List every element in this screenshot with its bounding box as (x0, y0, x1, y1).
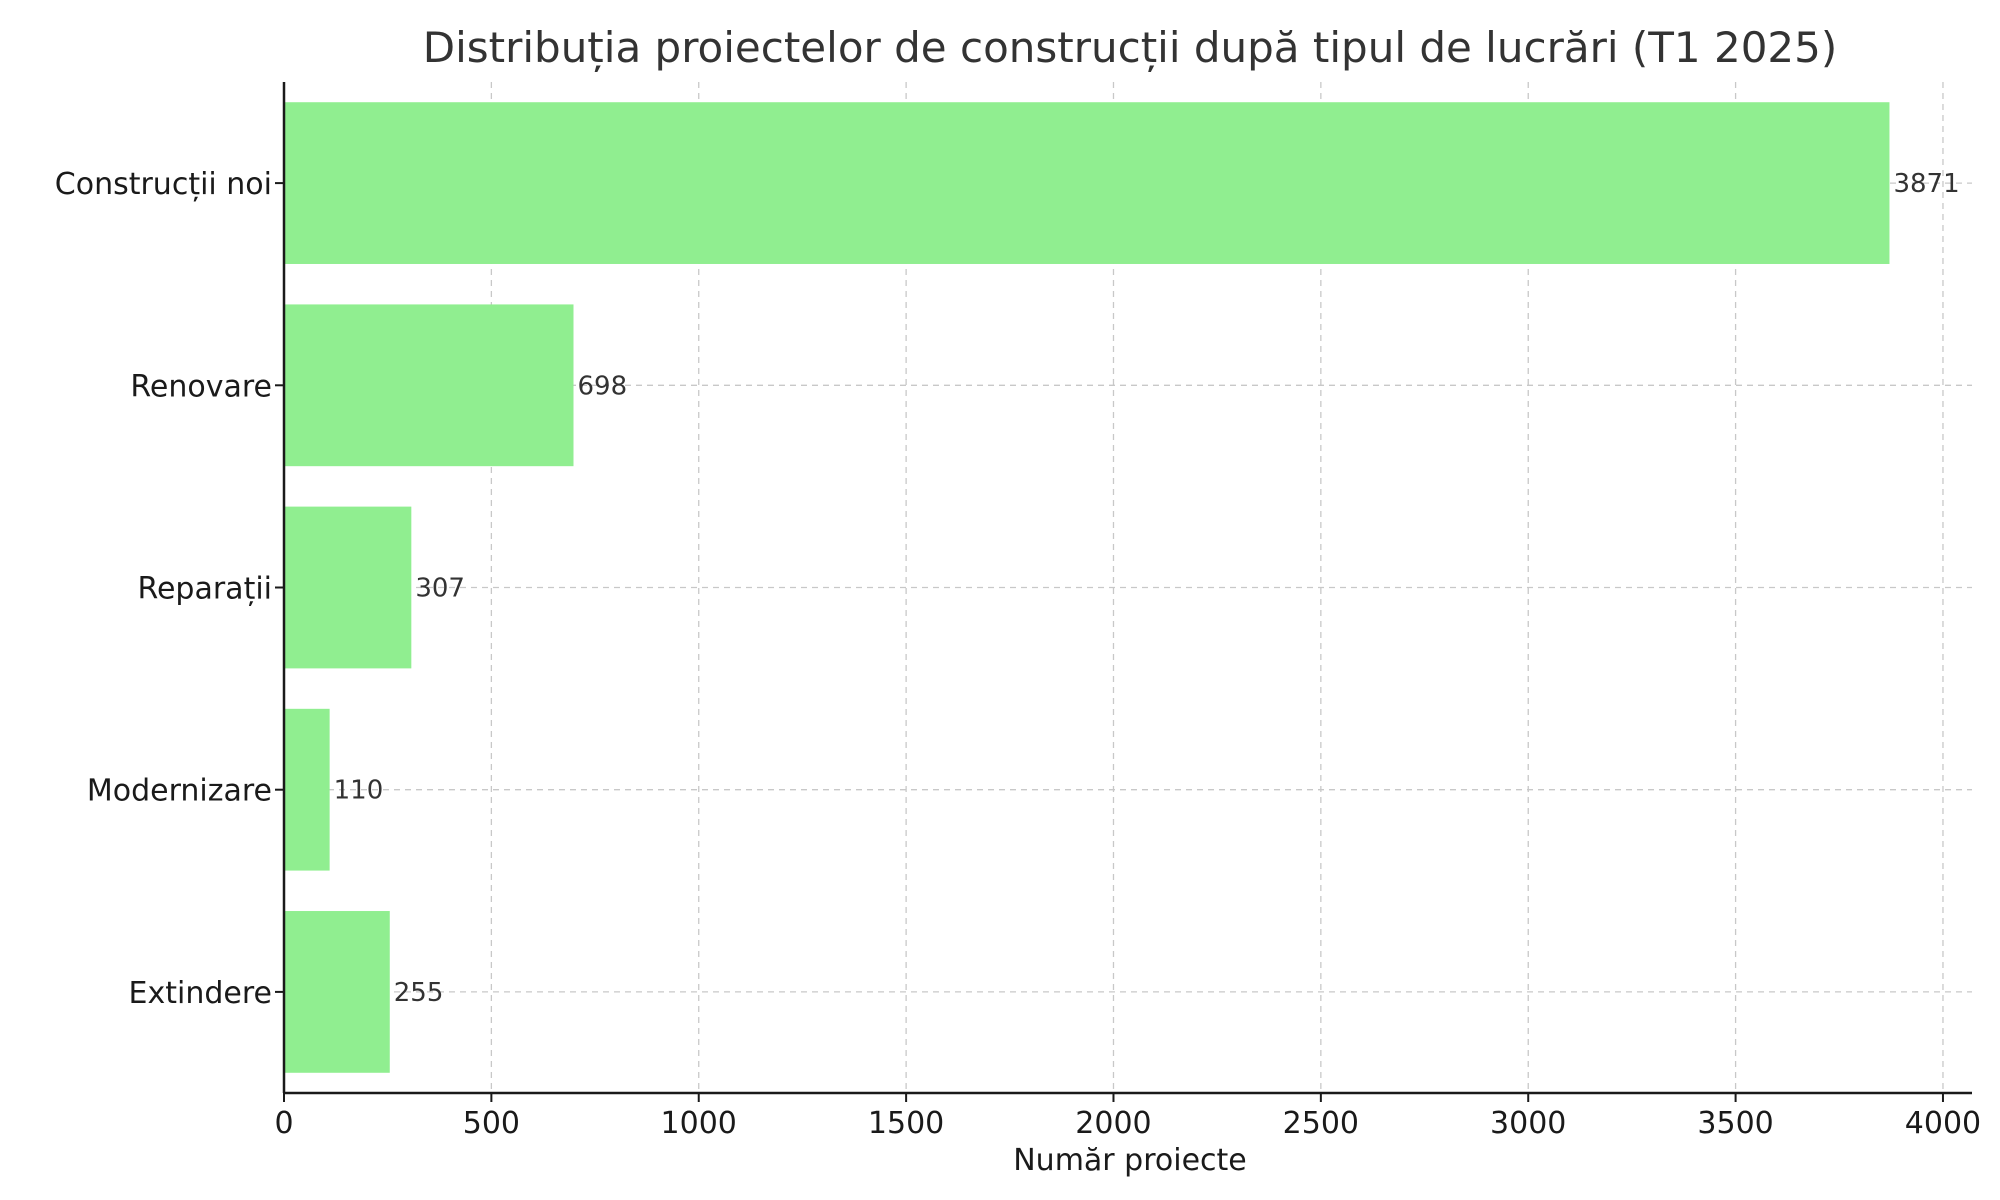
data-label: 255 (394, 978, 444, 1008)
data-label-layer: 3871 698 307 110 255 (334, 169, 1960, 1008)
x-tick-label: 2000 (1075, 1106, 1151, 1141)
data-label: 3871 (1893, 169, 1959, 199)
bar (284, 102, 1890, 264)
x-tick-label: 500 (463, 1106, 520, 1141)
axis-layer: 0 500 1000 1500 2000 2500 3000 3500 4000 Construc… (55, 82, 1981, 1141)
x-tick-label: 3000 (1490, 1106, 1566, 1141)
bar (284, 304, 574, 467)
x-tick-label: 3500 (1697, 1106, 1773, 1141)
data-label: 307 (415, 574, 465, 604)
x-axis-label: Număr proiecte (1013, 1143, 1247, 1178)
x-tick-label: 2500 (1283, 1106, 1359, 1141)
x-tick-label: 4000 (1905, 1106, 1981, 1141)
x-tick-label: 1000 (661, 1106, 737, 1141)
data-label: 698 (577, 371, 627, 401)
y-tick-label: Renovare (130, 369, 272, 404)
bar (284, 708, 330, 871)
y-tick-label: Extindere (129, 976, 272, 1011)
bar (284, 506, 412, 669)
y-tick-label: Construcții noi (55, 167, 272, 202)
y-tick-label: Modernizare (87, 774, 272, 809)
data-label: 110 (334, 776, 384, 806)
bar-layer (284, 102, 1890, 1073)
bar (284, 911, 390, 1073)
x-tick-label: 0 (274, 1106, 293, 1141)
x-tick-label: 1500 (868, 1106, 944, 1141)
y-tick-label: Reparații (137, 572, 272, 607)
chart-title: Distribuția proiectelor de construcții d… (423, 23, 1838, 72)
